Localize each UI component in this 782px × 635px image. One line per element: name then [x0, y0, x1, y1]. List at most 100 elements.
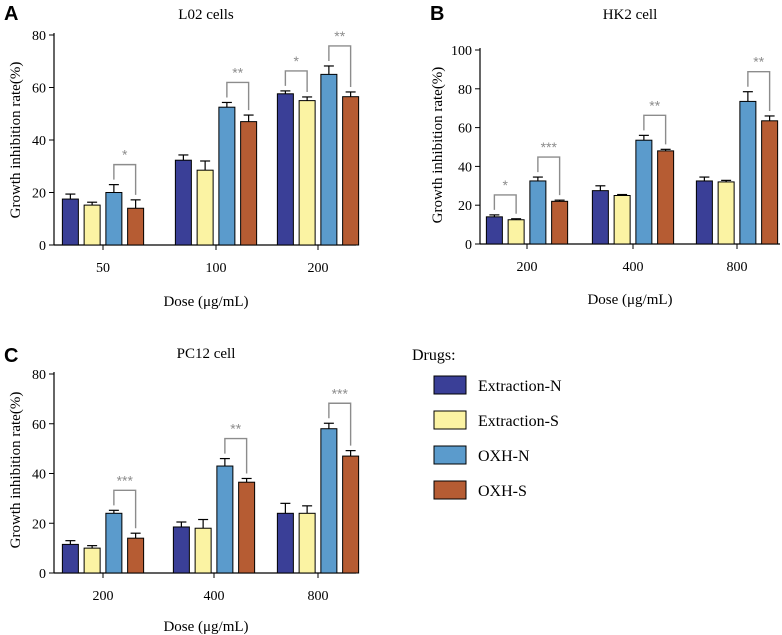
panel-b-ytick-label: 100	[451, 44, 472, 59]
panel-c-sig-bracket	[113, 489, 137, 529]
panel-c-sig-bracket	[224, 437, 248, 474]
legend: Drugs: Extraction-N Extraction-S OXH-N O…	[412, 347, 562, 500]
panel-a-bar-oxh-n	[320, 73, 338, 246]
panel-a-bar-extraction-n	[61, 198, 79, 246]
panel-a-title: L02 cells	[178, 7, 234, 23]
panel-a-bar-oxh-s	[127, 207, 145, 246]
panel-a-ytick-label: 20	[32, 187, 46, 202]
panel-a-xtick-label: 100	[206, 261, 227, 276]
panel-c-bar-extraction-s	[83, 547, 101, 574]
panel-b-title: HK2 cell	[603, 7, 658, 23]
panel-c-sig-label: **	[230, 421, 241, 437]
panel-b-bar-extraction-n	[591, 190, 609, 245]
panel-b-xtick-label: 800	[727, 260, 748, 275]
panel-c-bar-oxh-n	[105, 512, 123, 574]
panel-c-bar-extraction-s	[298, 512, 316, 574]
panel-b-bar-extraction-s	[717, 181, 735, 245]
panel-c-bar-extraction-s	[194, 527, 212, 574]
panel-b-letter: B	[430, 3, 444, 25]
legend-label-extraction-n: Extraction-N	[478, 378, 562, 395]
panel-a-sig-bracket	[226, 81, 250, 111]
panel-a-bar-extraction-s	[196, 169, 214, 246]
panel-b-bar-oxh-s	[761, 120, 779, 245]
panel-a-ytick-label: 60	[32, 82, 46, 97]
panel-b-bar-oxh-n	[529, 180, 547, 245]
panel-b-bar-oxh-s	[657, 150, 675, 245]
panel-b-bar-oxh-n	[739, 100, 757, 245]
panel-b-ytick-label: 60	[458, 122, 472, 137]
panel-a-ytick-label: 0	[39, 239, 46, 254]
panel-b-sig-label: ***	[541, 139, 558, 155]
panel-a-sig-label: *	[122, 147, 128, 163]
panel-b-sig-label: **	[753, 54, 764, 70]
panel-c-bar-oxh-n	[216, 465, 234, 574]
legend-swatch-extraction-n	[433, 375, 467, 395]
legend-swatch-extraction-s	[433, 410, 467, 430]
panel-c-xlabel: Dose (μg/mL)	[163, 619, 248, 635]
panel-b-bar-oxh-n	[635, 139, 653, 245]
panel-b-sig-bracket	[537, 156, 561, 196]
panel-a-bar-oxh-s	[342, 96, 360, 246]
panel-c-bar-oxh-s	[127, 537, 145, 574]
panel-b-bar-extraction-s	[613, 195, 631, 245]
panel-b-ylabel: Growth inhibition rate(%)	[430, 67, 446, 224]
panel-b-sig-bracket	[643, 114, 667, 145]
panel-b-ytick-label: 40	[458, 160, 472, 175]
panel-a-bar-oxh-n	[105, 192, 123, 246]
panel-b-ytick-label: 80	[458, 83, 472, 98]
panel-a-bar-extraction-s	[298, 100, 316, 246]
panel-c-title: PC12 cell	[177, 346, 236, 362]
legend-label-oxh-n: OXH-N	[478, 448, 530, 465]
panel-b: B HK2 cell Dose (μg/mL) Growth inhibitio…	[430, 3, 780, 308]
panel-a-bar-extraction-n	[174, 159, 192, 246]
panel-c-ytick-label: 40	[32, 468, 46, 483]
panel-a-bar-extraction-n	[276, 93, 294, 246]
panel-a-sig-bracket	[328, 45, 352, 87]
panel-a-bar-oxh-n	[218, 106, 236, 246]
panel-c-bar-extraction-n	[61, 543, 79, 574]
panel-c-sig-bracket	[328, 402, 352, 446]
panel-a-sig-label: *	[294, 53, 300, 69]
panel-c-ytick-label: 0	[39, 567, 46, 582]
panel-b-xtick-label: 400	[623, 260, 644, 275]
panel-a-sig-bracket	[113, 163, 137, 195]
panel-c-ytick-label: 60	[32, 418, 46, 433]
panel-c-bar-extraction-n	[276, 512, 294, 574]
legend-title: Drugs:	[412, 347, 456, 364]
legend-swatch-oxh-n	[433, 445, 467, 465]
panel-b-bar-extraction-n	[485, 216, 503, 245]
panel-c-letter: C	[4, 345, 18, 367]
panel-b-xtick-label: 200	[517, 260, 538, 275]
panel-c-xtick-label: 800	[308, 589, 329, 604]
panel-b-bar-extraction-n	[695, 180, 713, 245]
panel-a-ytick-label: 40	[32, 134, 46, 149]
panel-b-bar-oxh-s	[551, 200, 569, 245]
panel-a-letter: A	[4, 3, 18, 25]
panel-a-bar-oxh-s	[240, 121, 258, 246]
panel-c-bar-oxh-s	[238, 481, 256, 574]
legend-label-oxh-s: OXH-S	[478, 483, 527, 500]
panel-c-sig-label: ***	[117, 472, 134, 488]
legend-swatch-oxh-s	[433, 480, 467, 500]
panel-b-sig-bracket	[493, 194, 517, 214]
panel-c-bar-oxh-s	[342, 455, 360, 574]
panel-a-ylabel: Growth inhibition rate(%)	[8, 62, 24, 219]
panel-b-ytick-label: 20	[458, 199, 472, 214]
panel-c-bar-extraction-n	[172, 526, 190, 574]
panel-c-xtick-label: 400	[204, 589, 225, 604]
panel-c-ytick-label: 20	[32, 517, 46, 532]
panel-a-sig-label: **	[334, 28, 345, 44]
panel-a-sig-label: **	[232, 64, 243, 80]
panel-c-bar-oxh-n	[320, 428, 338, 574]
panel-b-sig-bracket	[747, 71, 771, 111]
panel-b-xlabel: Dose (μg/mL)	[587, 292, 672, 308]
panel-a-xtick-label: 50	[96, 261, 110, 276]
panel-a: A L02 cells Dose (μg/mL) Growth inhibiti…	[4, 3, 360, 310]
panel-b-bar-extraction-s	[507, 219, 525, 245]
panel-c-sig-label: ***	[332, 385, 349, 401]
panel-c-ylabel: Growth inhibition rate(%)	[8, 392, 24, 549]
panel-c: C PC12 cell Dose (μg/mL) Growth inhibiti…	[4, 345, 360, 635]
panel-a-xtick-label: 200	[308, 261, 329, 276]
legend-label-extraction-s: Extraction-S	[478, 413, 559, 430]
